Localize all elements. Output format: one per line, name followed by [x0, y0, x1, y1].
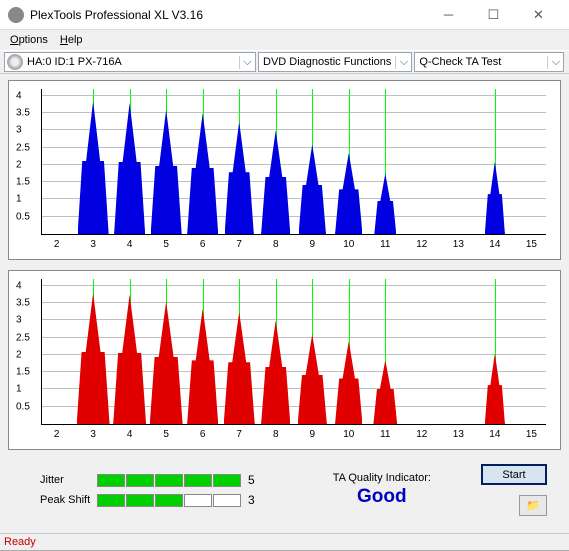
close-button[interactable]: ✕ — [516, 0, 561, 30]
options-button[interactable]: 📁 — [519, 495, 547, 516]
x-tick-label: 11 — [380, 429, 390, 440]
start-button[interactable]: Start — [481, 464, 547, 485]
jitter-label: Jitter — [40, 474, 92, 486]
x-tick-label: 6 — [200, 239, 206, 250]
y-tick-label: 2.5 — [16, 332, 30, 343]
quality-value: Good — [357, 486, 407, 508]
quality-block: TA Quality Indicator: Good — [333, 472, 431, 508]
x-tick-label: 7 — [236, 239, 242, 250]
chevron-down-icon: ⌵ — [395, 56, 411, 69]
x-tick-label: 9 — [309, 239, 315, 250]
meter-segment — [126, 494, 154, 507]
y-tick-label: 3 — [16, 315, 22, 326]
x-tick-label: 2 — [54, 429, 60, 440]
y-tick-label: 0.5 — [16, 401, 30, 412]
y-tick-label: 4 — [16, 280, 22, 291]
y-tick-label: 1 — [16, 384, 22, 395]
bottom-panel: Jitter 5 Peak Shift 3 TA Quality Indicat… — [8, 460, 561, 520]
menubar: Options Help — [0, 30, 569, 50]
x-tick-label: 3 — [90, 429, 96, 440]
metrics: Jitter 5 Peak Shift 3 — [16, 469, 255, 511]
y-tick-label: 2 — [16, 349, 22, 360]
x-tick-label: 11 — [380, 239, 390, 250]
x-tick-label: 15 — [526, 429, 537, 440]
x-tick-label: 13 — [453, 429, 464, 440]
y-tick-label: 0.5 — [16, 211, 30, 222]
x-tick-label: 4 — [127, 239, 133, 250]
x-tick-label: 10 — [343, 239, 354, 250]
x-tick-label: 4 — [127, 429, 133, 440]
disc-icon — [7, 54, 23, 70]
maximize-button[interactable]: ☐ — [471, 0, 516, 30]
drive-select[interactable]: HA:0 ID:1 PX-716A ⌵ — [4, 52, 256, 72]
x-tick-label: 12 — [416, 429, 427, 440]
meter-segment — [155, 474, 183, 487]
y-tick-label: 2.5 — [16, 142, 30, 153]
x-tick-label: 12 — [416, 239, 427, 250]
function-text: DVD Diagnostic Functions — [259, 56, 395, 68]
x-tick-label: 3 — [90, 239, 96, 250]
main-panel: 0.511.522.533.5423456789101112131415 0.5… — [0, 74, 569, 526]
window-title: PlexTools Professional XL V3.16 — [30, 8, 426, 22]
meter-segment — [184, 474, 212, 487]
x-tick-label: 14 — [489, 239, 500, 250]
x-tick-label: 9 — [309, 429, 315, 440]
y-tick-label: 3.5 — [16, 298, 30, 309]
y-tick-label: 4 — [16, 90, 22, 101]
statusbar: Ready — [0, 533, 569, 551]
meter-segment — [97, 474, 125, 487]
y-tick-label: 3 — [16, 125, 22, 136]
top-chart: 0.5 1 1.5 2 2.5 3 3.5 4 2 3 4 5 6 7 8 9 10 11 12 13 14 15 — [8, 80, 561, 260]
buttons: Start 📁 — [481, 464, 547, 516]
x-tick-label: 13 — [453, 239, 464, 250]
y-tick-label: 1 — [16, 194, 22, 205]
y-tick-label: 2 — [16, 159, 22, 170]
y-tick-label: 3.5 — [16, 108, 30, 119]
status-text: Ready — [4, 536, 36, 548]
meter-segment — [213, 494, 241, 507]
peak-value: 3 — [248, 493, 255, 507]
menu-options[interactable]: Options — [4, 32, 54, 48]
meter-segment — [213, 474, 241, 487]
x-tick-label: 8 — [273, 429, 279, 440]
x-tick-label: 5 — [163, 429, 169, 440]
quality-label: TA Quality Indicator: — [333, 472, 431, 484]
toolbar: HA:0 ID:1 PX-716A ⌵ DVD Diagnostic Funct… — [0, 50, 569, 74]
x-tick-label: 6 — [200, 429, 206, 440]
test-text: Q-Check TA Test — [415, 56, 547, 68]
jitter-value: 5 — [248, 473, 255, 487]
jitter-row: Jitter 5 — [40, 473, 255, 487]
meter-segment — [97, 494, 125, 507]
bottom-chart: 0.5 1 1.5 2 2.5 3 3.5 4 2 3 4 5 6 7 8 9 10 11 12 13 14 15 — [8, 270, 561, 450]
x-tick-label: 2 — [54, 239, 60, 250]
meter-segment — [155, 494, 183, 507]
minimize-button[interactable]: ─ — [426, 0, 471, 30]
x-tick-label: 10 — [343, 429, 354, 440]
drive-text: HA:0 ID:1 PX-716A — [25, 56, 239, 68]
chevron-down-icon: ⌵ — [547, 56, 563, 69]
x-tick-label: 15 — [526, 239, 537, 250]
y-tick-label: 1.5 — [16, 177, 30, 188]
test-select[interactable]: Q-Check TA Test ⌵ — [414, 52, 564, 72]
x-tick-label: 5 — [163, 239, 169, 250]
meter-segment — [184, 494, 212, 507]
app-icon — [8, 7, 24, 23]
menu-help[interactable]: Help — [54, 32, 89, 48]
function-select[interactable]: DVD Diagnostic Functions ⌵ — [258, 52, 412, 72]
peak-shift-row: Peak Shift 3 — [40, 493, 255, 507]
x-tick-label: 8 — [273, 239, 279, 250]
titlebar: PlexTools Professional XL V3.16 ─ ☐ ✕ — [0, 0, 569, 30]
peak-label: Peak Shift — [40, 494, 92, 506]
x-tick-label: 7 — [236, 429, 242, 440]
meter-segment — [126, 474, 154, 487]
folder-icon: 📁 — [526, 499, 540, 512]
x-tick-label: 14 — [489, 429, 500, 440]
chevron-down-icon: ⌵ — [239, 56, 255, 69]
y-tick-label: 1.5 — [16, 367, 30, 378]
